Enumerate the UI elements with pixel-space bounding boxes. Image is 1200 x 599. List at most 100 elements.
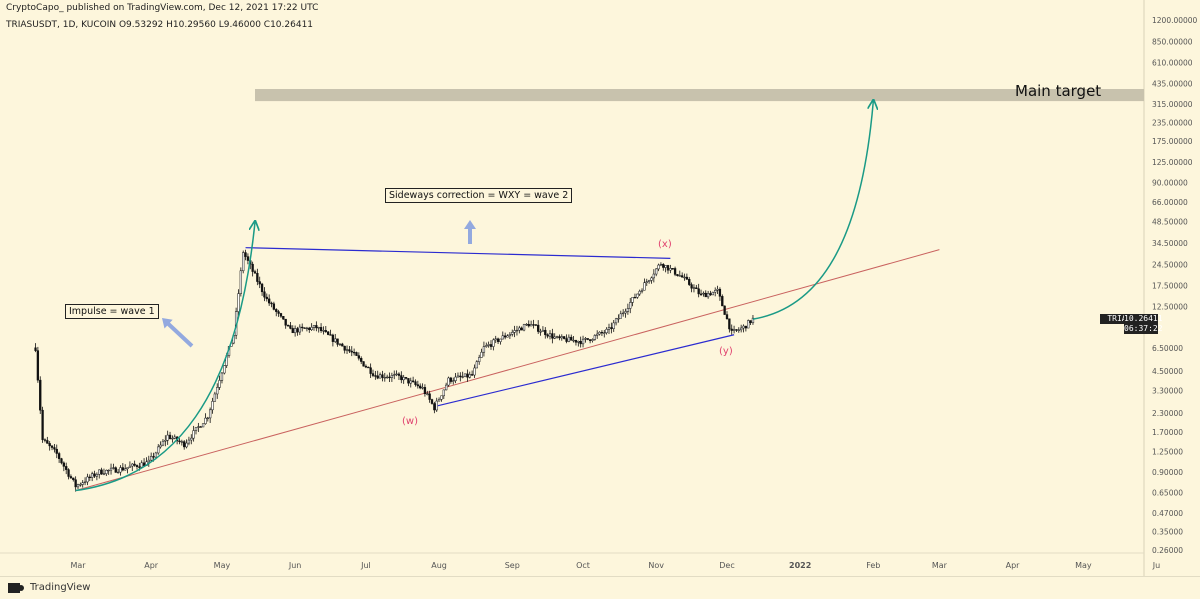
candle-body (461, 376, 464, 378)
candle-body (388, 376, 391, 379)
candle-body (711, 291, 714, 296)
candle-body (676, 274, 679, 277)
candle-body (327, 331, 330, 335)
candle-body (647, 280, 651, 282)
price-tick-label: 17.50000 (1152, 282, 1188, 291)
candle-body (636, 293, 639, 298)
candle-body (395, 373, 398, 375)
candle-body (211, 401, 214, 411)
price-tick-label: 610.00000 (1152, 59, 1193, 68)
candle-body (206, 417, 209, 419)
candle-body (529, 324, 533, 327)
candle-body (360, 358, 363, 362)
candle-body (702, 292, 705, 295)
candle-body (426, 393, 429, 395)
candle-body (586, 338, 589, 340)
candle-body (364, 365, 368, 368)
candle-body (496, 338, 500, 342)
time-tick-label: May (1075, 561, 1092, 570)
candle-body (390, 375, 394, 378)
candle-body (60, 458, 63, 464)
candle-body (723, 305, 726, 315)
candle-body (402, 377, 405, 381)
candle-body (83, 481, 87, 484)
candle-body (244, 252, 247, 257)
sideways-arrow-shape (464, 220, 476, 244)
candle-body (655, 268, 658, 275)
impulse-arrow (161, 317, 194, 348)
price-tick-label: 1.70000 (1152, 428, 1183, 437)
candle-body (376, 375, 379, 379)
candle-body (50, 445, 54, 448)
candle-body (454, 376, 457, 381)
candle-body (336, 338, 339, 345)
candle-body (414, 381, 417, 385)
candle-body (180, 441, 183, 443)
candle-body (437, 399, 441, 402)
candle-body (657, 264, 660, 270)
candle-body (279, 313, 283, 317)
candle-body (685, 276, 689, 280)
candle-body (381, 374, 384, 378)
candle-body (718, 288, 722, 297)
candle-body (312, 325, 316, 328)
time-tick-label: Apr (144, 561, 159, 570)
candle-body (473, 367, 476, 376)
candle-body (428, 393, 431, 400)
candle-body (581, 338, 585, 345)
candle-body (213, 393, 217, 402)
candle-body (201, 423, 205, 428)
wave-w-label: (w) (402, 416, 418, 427)
candle-body (445, 384, 448, 391)
sideways-arrow (464, 220, 476, 244)
candle-body (105, 469, 108, 474)
candle-body (591, 339, 594, 341)
wave1-projection-curve (75, 222, 255, 492)
candle-body (48, 443, 51, 447)
candle-body (114, 467, 117, 473)
price-tick-label: 175.00000 (1152, 137, 1193, 146)
candle-body (487, 344, 490, 346)
candle-body (555, 336, 559, 338)
candle-body (371, 373, 375, 376)
candle-body (560, 336, 563, 339)
candle-body (286, 325, 290, 327)
candle-body (194, 427, 198, 431)
time-tick-label: Jul (360, 561, 371, 570)
tradingview-logo[interactable]: TradingView (8, 582, 90, 593)
candle-body (478, 357, 481, 362)
candle-body (605, 328, 608, 334)
candle-body (742, 325, 745, 329)
candle-body (740, 327, 743, 331)
candle-body (119, 467, 122, 473)
candle-body (55, 448, 58, 454)
candle-body (603, 332, 606, 334)
candle-body (570, 336, 573, 341)
candle-body (551, 333, 554, 339)
candle-body (277, 311, 280, 314)
candle-body (355, 352, 358, 356)
candle-body (751, 317, 755, 324)
candle-body (610, 327, 613, 329)
candle-body (553, 336, 556, 339)
candle-body (86, 476, 89, 483)
candle-body (242, 252, 245, 272)
candle-body (272, 303, 276, 310)
candle-body (482, 346, 486, 353)
candle-body (291, 328, 294, 334)
candle-body (584, 338, 587, 340)
candle-body (34, 347, 37, 351)
candle-body (218, 380, 221, 388)
candle-body (579, 341, 582, 345)
candle-body (744, 325, 748, 329)
candle-body (124, 468, 127, 471)
candle-body (159, 444, 162, 448)
candle-body (357, 355, 360, 359)
sideways-correction-label: Sideways correction = WXY = wave 2 (385, 188, 573, 203)
price-axis-bg (1144, 0, 1200, 576)
candle-body (504, 335, 507, 338)
candle-body (480, 351, 483, 358)
candle-body (440, 395, 443, 400)
candle-body (168, 434, 172, 440)
